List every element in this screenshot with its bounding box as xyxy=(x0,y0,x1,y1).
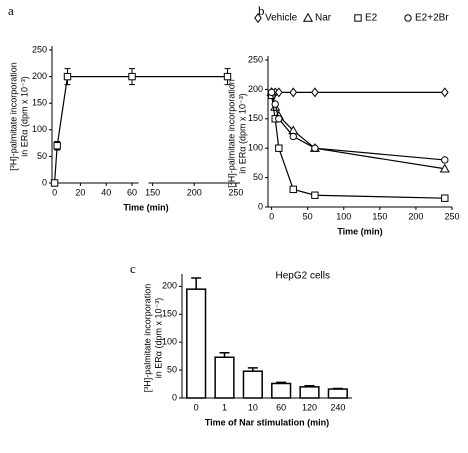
series-line xyxy=(271,95,445,199)
x-tick-label: 200 xyxy=(187,187,202,197)
y-tick-label: 50 xyxy=(167,364,177,374)
y-axis-label: in ERα (dpm x 10⁻³) xyxy=(153,298,163,378)
marker xyxy=(311,87,319,98)
x-tick-label: 200 xyxy=(408,211,423,221)
marker xyxy=(53,142,61,150)
panel-label: b xyxy=(258,3,265,18)
marker xyxy=(404,14,412,22)
x-tick-label: 150 xyxy=(372,211,387,221)
y-axis-label: [³H]-palmitate incorporation xyxy=(226,79,236,188)
marker xyxy=(440,87,449,98)
x-tick-label: 240 xyxy=(330,402,345,412)
legend-label: Nar xyxy=(315,13,332,24)
y-axis-label: in ERα (dpm x 10⁻³) xyxy=(237,93,247,173)
marker xyxy=(441,194,449,202)
x-tick-label: 250 xyxy=(444,211,459,221)
x-tick-label: 10 xyxy=(248,402,258,412)
y-tick-label: 50 xyxy=(253,172,263,182)
y-tick-label: 0 xyxy=(258,201,263,211)
x-tick-label: 40 xyxy=(101,187,111,197)
marker xyxy=(275,115,283,123)
bar xyxy=(214,356,235,399)
marker xyxy=(302,12,314,22)
x-axis-label: Time (min) xyxy=(337,226,382,236)
x-tick-label: 0 xyxy=(52,187,57,197)
y-axis-label: [³H]-palmitate incorporation xyxy=(8,62,18,171)
legend-label: E2+2Br xyxy=(415,13,449,24)
x-tick-label: 150 xyxy=(145,187,160,197)
y-tick-label: 150 xyxy=(162,309,177,319)
x-tick-label: 1 xyxy=(222,402,227,412)
marker xyxy=(439,163,450,173)
error-bar xyxy=(191,277,202,290)
legend-label: E2 xyxy=(365,13,378,24)
y-tick-label: 250 xyxy=(32,44,47,54)
bar xyxy=(299,386,320,399)
marker xyxy=(254,12,262,24)
marker xyxy=(274,87,283,98)
x-tick-label: 20 xyxy=(75,187,85,197)
x-tick-label: 120 xyxy=(302,402,317,412)
marker xyxy=(441,156,449,164)
marker xyxy=(50,179,59,187)
legend-label: Vehicle xyxy=(265,13,298,24)
marker xyxy=(311,191,319,199)
marker xyxy=(271,100,279,108)
y-tick-label: 200 xyxy=(162,281,177,291)
y-axis-label: in ERα (dpm x 10⁻³) xyxy=(19,76,29,156)
y-tick-label: 100 xyxy=(162,337,177,347)
y-tick-label: 150 xyxy=(248,113,263,123)
marker xyxy=(63,72,72,81)
series-line xyxy=(271,92,445,161)
x-tick-label: 50 xyxy=(303,211,313,221)
y-tick-label: 100 xyxy=(32,124,47,134)
x-axis-label: Time (min) xyxy=(123,202,168,212)
y-tick-label: 0 xyxy=(42,177,47,187)
series-line xyxy=(53,76,228,184)
marker xyxy=(128,72,136,81)
y-tick-label: 250 xyxy=(248,54,263,64)
y-tick-label: 200 xyxy=(32,71,47,81)
y-tick-label: 100 xyxy=(248,143,263,153)
bar xyxy=(186,288,207,399)
y-tick-label: 50 xyxy=(37,151,47,161)
x-tick-label: 0 xyxy=(269,211,274,221)
marker xyxy=(223,72,232,81)
x-tick-label: 60 xyxy=(127,187,137,197)
x-tick-label: 60 xyxy=(276,402,286,412)
marker xyxy=(289,87,298,98)
marker xyxy=(289,185,297,194)
y-tick-label: 150 xyxy=(32,98,47,108)
marker xyxy=(267,88,276,97)
marker xyxy=(311,144,319,152)
x-tick-label: 250 xyxy=(228,187,243,197)
x-tick-label: 0 xyxy=(194,402,199,412)
marker xyxy=(289,132,297,141)
chart-title: HepG2 cells xyxy=(276,271,330,282)
marker xyxy=(275,144,283,152)
y-axis-label: [³H]-palmitate incorporation xyxy=(142,284,152,393)
marker xyxy=(354,14,362,22)
x-axis-label: Time of Nar stimulation (min) xyxy=(205,417,329,427)
bar xyxy=(242,370,263,399)
bar xyxy=(327,388,348,399)
y-tick-label: 0 xyxy=(172,392,177,402)
y-tick-label: 200 xyxy=(248,84,263,94)
x-tick-label: 100 xyxy=(336,211,351,221)
panel-label: a xyxy=(8,3,14,18)
panel-label: c xyxy=(130,261,136,276)
bar xyxy=(271,382,292,399)
